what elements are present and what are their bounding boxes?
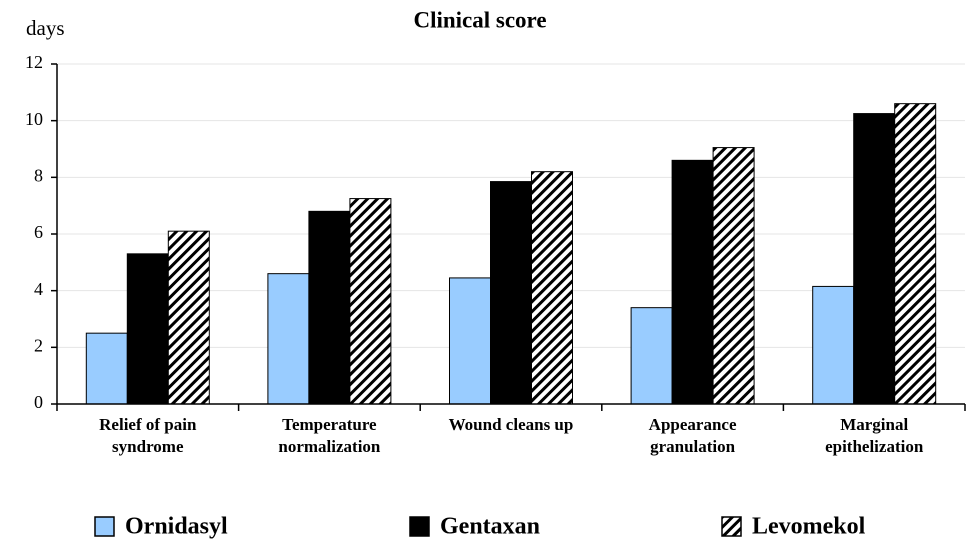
bar bbox=[531, 171, 573, 405]
y-tick-label: 4 bbox=[34, 279, 43, 299]
legend-label: Levomekol bbox=[752, 514, 866, 540]
bar bbox=[894, 103, 937, 405]
x-tick-label: Appearance granulation bbox=[648, 415, 737, 456]
y-tick-label: 10 bbox=[25, 109, 43, 129]
bar bbox=[267, 273, 310, 405]
y-axis-label: days bbox=[26, 16, 65, 40]
legend-label: Ornidasyl bbox=[125, 514, 228, 540]
bar bbox=[490, 181, 532, 405]
y-tick-label: 6 bbox=[34, 222, 43, 242]
bar bbox=[812, 285, 855, 405]
bar bbox=[126, 253, 169, 405]
bar bbox=[671, 159, 714, 405]
x-tick-label: Temperature normalization bbox=[278, 415, 381, 456]
y-tick-label: 12 bbox=[25, 52, 43, 72]
y-tick-label: 0 bbox=[34, 392, 43, 412]
bar bbox=[308, 210, 351, 405]
y-tick-label: 8 bbox=[34, 165, 43, 185]
bar bbox=[349, 198, 392, 405]
legend-swatch bbox=[94, 516, 115, 537]
x-tick-label: Marginal epithelization bbox=[825, 415, 924, 456]
bar bbox=[167, 230, 210, 405]
legend-swatch bbox=[409, 516, 430, 537]
bar bbox=[85, 332, 128, 405]
bar bbox=[712, 147, 755, 405]
bar bbox=[630, 307, 673, 405]
x-tick-label: Relief of pain syndrome bbox=[99, 415, 197, 456]
legend-swatch bbox=[721, 516, 742, 537]
legend-label: Gentaxan bbox=[440, 514, 540, 540]
bar bbox=[853, 113, 896, 405]
bar bbox=[449, 277, 491, 405]
y-tick-label: 2 bbox=[34, 335, 43, 355]
x-tick-label: Wound cleans up bbox=[448, 415, 574, 434]
chart-title: Clinical score bbox=[413, 7, 546, 32]
